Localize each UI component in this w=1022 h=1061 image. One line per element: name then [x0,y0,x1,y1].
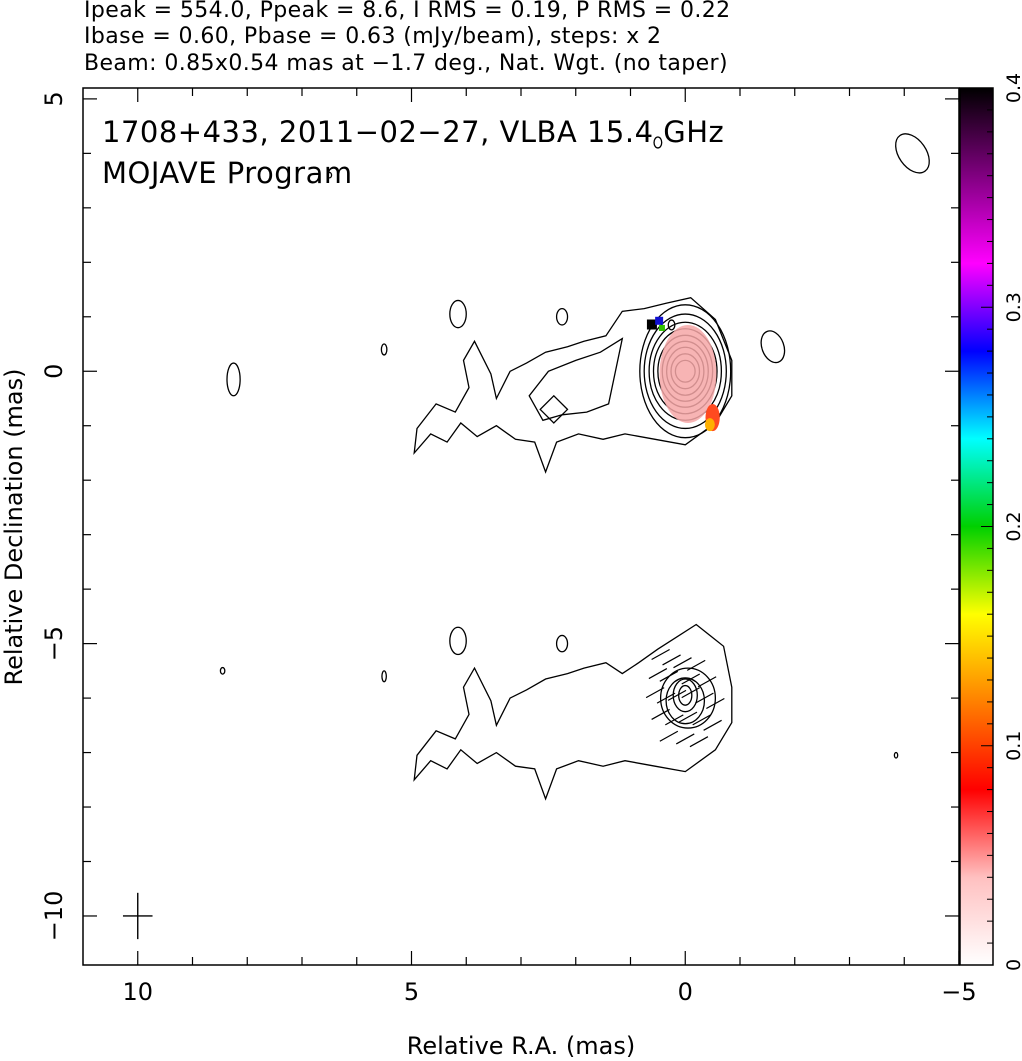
plot-title-line-2: MOJAVE Program [102,156,353,190]
evpa-tick [659,670,679,682]
contour-layer [122,133,930,940]
evpa-tick [695,692,714,704]
pol-contour-3 [672,678,698,713]
plot-frame [82,87,960,966]
pol-contour-1 [659,667,717,729]
evpa-tick [692,714,711,726]
evpa-tick [667,689,687,701]
y-tick-label: 0 [40,364,68,379]
x-tick-label: 10 [122,978,153,1006]
island-contour [381,670,387,683]
colorbar-tick-label: 0.1 [1003,731,1022,761]
x-tick-label: 5 [404,978,419,1006]
x-axis-label: Relative R.A. (mas) [407,1032,635,1060]
evpa-tick [651,708,670,720]
evpa-tick [689,736,709,748]
colorbar-tick-label: 0.3 [1003,292,1022,322]
evpa-tick [706,698,725,710]
header-line-3: Beam: 0.85x0.54 mas at −1.7 deg., Nat. W… [84,51,728,76]
pol-contour-2 [665,677,706,725]
island-contour [226,362,241,397]
core-contour-2 [643,313,727,430]
island-contour [219,666,226,675]
header-line-1: Ipeak = 554.0, Ppeak = 8.6, I RMS = 0.19… [84,0,731,23]
x-tick-label: −5 [941,978,976,1006]
jet-contour-hole [539,394,569,424]
island-contour [449,626,467,656]
island-contour [760,330,786,364]
plot-title-line-1: 1708+433, 2011−02−27, VLBA 15.4 GHz [102,115,724,149]
fractional-pol-patch-blue [655,316,664,325]
jet-contour-inner [528,337,624,422]
evpa-tick [681,673,701,685]
core-contour-1 [639,304,732,439]
pol-jet-contour-outer [413,623,733,801]
island-contour [895,133,930,174]
evpa-tick [651,648,670,661]
pol-contour-4 [678,684,693,706]
evpa-tick [681,687,701,699]
y-tick-label: 5 [40,91,68,106]
jet-contour-outer [413,296,733,474]
island-contour [449,299,467,329]
evpa-tick [697,676,717,688]
island-contour [667,319,676,331]
y-tick-label: −5 [40,626,68,661]
evpa-tick [662,654,681,666]
fractional-pol-patch [659,324,717,424]
evpa-tick [645,687,665,699]
fractional-pol-patch-orange [704,418,715,432]
island-contour [380,343,388,356]
fractional-pol-patch-green [658,324,665,331]
evpa-tick [686,659,706,671]
evpa-tick [656,692,676,704]
y-axis-label: Relative Declination (mas) [0,368,28,685]
island-contour [555,307,569,326]
colorbar-tick-label: 0.2 [1003,511,1022,541]
island-contour [893,751,899,759]
colorbar-tick-label: 0 [1003,959,1022,971]
island-contour [653,136,663,149]
y-tick-label: −10 [40,891,68,942]
header-line-2: Ibase = 0.60, Pbase = 0.63 (mJy/beam), s… [84,24,662,49]
evpa-tick [673,657,692,669]
axis-ticks: 10 5 0 −5 5 0 −5 −10 [40,88,977,1006]
evpa-tick [678,711,698,723]
fractional-pol-patch-dark [646,319,657,330]
x-tick-label: 0 [678,978,693,1006]
evpa-tick [703,719,722,731]
evpa-tick [648,668,668,680]
island-contour [555,634,569,653]
colorbar-ticks: 0 0.1 0.2 0.3 0.4 [981,73,1022,971]
evpa-tick [665,714,684,726]
colorbar-tick-label: 0.4 [1003,73,1022,103]
island-contour [326,171,333,179]
evpa-tick [675,733,695,745]
evpa-tick [659,730,679,742]
